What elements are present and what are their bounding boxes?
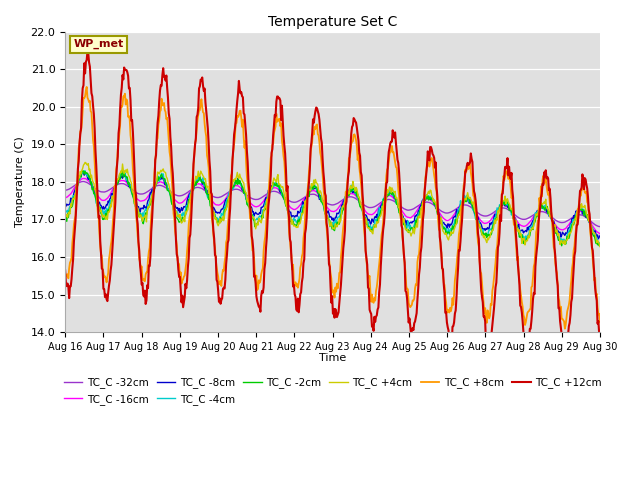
- TC_C -4cm: [76, 175, 84, 181]
- TC_C -8cm: [76, 173, 84, 179]
- TC_C +4cm: [61, 211, 69, 216]
- TC_C +4cm: [205, 190, 212, 196]
- Line: TC_C -2cm: TC_C -2cm: [65, 170, 600, 246]
- TC_C -16cm: [237, 185, 244, 191]
- TC_C -32cm: [596, 224, 604, 229]
- TC_C -2cm: [596, 242, 604, 248]
- TC_C +4cm: [513, 218, 520, 224]
- TC_C -16cm: [76, 177, 84, 183]
- TC_C +12cm: [205, 140, 212, 145]
- TC_C -16cm: [61, 195, 69, 201]
- TC_C +8cm: [596, 319, 604, 325]
- TC_C +4cm: [596, 244, 604, 250]
- TC_C +8cm: [205, 165, 212, 170]
- Y-axis label: Temperature (C): Temperature (C): [15, 136, 25, 227]
- TC_C -16cm: [205, 192, 212, 198]
- TC_C -16cm: [547, 213, 554, 219]
- TC_C -2cm: [205, 197, 212, 203]
- TC_C +8cm: [237, 108, 244, 114]
- TC_C -4cm: [596, 240, 604, 246]
- TC_C -4cm: [513, 220, 520, 226]
- Line: TC_C -8cm: TC_C -8cm: [65, 172, 600, 239]
- TC_C +8cm: [76, 128, 84, 134]
- TC_C +8cm: [547, 208, 554, 214]
- TC_C +12cm: [61, 267, 69, 273]
- TC_C -16cm: [79, 176, 87, 181]
- TC_C -2cm: [237, 180, 244, 186]
- TC_C -16cm: [596, 231, 604, 237]
- TC_C +8cm: [83, 84, 90, 90]
- TC_C -32cm: [79, 179, 86, 184]
- TC_C +8cm: [149, 193, 157, 199]
- TC_C -32cm: [237, 188, 244, 193]
- TC_C -8cm: [205, 192, 212, 197]
- TC_C +12cm: [149, 202, 157, 207]
- TC_C -2cm: [76, 174, 84, 180]
- TC_C +12cm: [513, 236, 520, 242]
- TC_C +12cm: [547, 210, 555, 216]
- TC_C -2cm: [61, 211, 69, 217]
- TC_C -32cm: [149, 185, 157, 191]
- TC_C -4cm: [61, 210, 69, 216]
- Line: TC_C -4cm: TC_C -4cm: [65, 170, 600, 245]
- TC_C -32cm: [205, 191, 212, 196]
- TC_C +4cm: [76, 168, 84, 174]
- TC_C -8cm: [61, 204, 69, 210]
- TC_C -8cm: [149, 189, 157, 195]
- TC_C +8cm: [513, 246, 520, 252]
- TC_C -32cm: [513, 213, 520, 219]
- TC_C -8cm: [513, 219, 520, 225]
- Line: TC_C +12cm: TC_C +12cm: [65, 52, 600, 351]
- TC_C -8cm: [237, 181, 244, 187]
- Legend: TC_C -32cm, TC_C -16cm, TC_C -8cm, TC_C -4cm, TC_C -2cm, TC_C +4cm, TC_C +8cm, T: TC_C -32cm, TC_C -16cm, TC_C -8cm, TC_C …: [60, 373, 605, 408]
- TC_C -8cm: [79, 169, 86, 175]
- TC_C +12cm: [524, 348, 531, 354]
- TC_C +4cm: [81, 159, 89, 165]
- TC_C +12cm: [596, 342, 604, 348]
- Line: TC_C -16cm: TC_C -16cm: [65, 179, 600, 234]
- TC_C +8cm: [561, 326, 569, 332]
- TC_C -8cm: [596, 233, 604, 239]
- Title: Temperature Set C: Temperature Set C: [268, 15, 397, 29]
- TC_C -16cm: [149, 186, 157, 192]
- TC_C -2cm: [547, 215, 554, 220]
- TC_C +4cm: [237, 175, 244, 180]
- Line: TC_C +4cm: TC_C +4cm: [65, 162, 600, 247]
- TC_C -4cm: [149, 191, 157, 197]
- Text: WP_met: WP_met: [73, 39, 124, 49]
- X-axis label: Time: Time: [319, 353, 346, 363]
- TC_C -2cm: [118, 168, 126, 173]
- TC_C -32cm: [61, 187, 69, 193]
- TC_C -2cm: [558, 243, 566, 249]
- TC_C +12cm: [84, 49, 92, 55]
- TC_C -4cm: [595, 242, 603, 248]
- TC_C -2cm: [513, 223, 520, 228]
- TC_C -32cm: [76, 179, 84, 185]
- TC_C -4cm: [205, 192, 212, 198]
- TC_C +4cm: [149, 190, 157, 196]
- Line: TC_C +8cm: TC_C +8cm: [65, 87, 600, 329]
- TC_C +4cm: [547, 213, 554, 218]
- TC_C -4cm: [237, 181, 244, 187]
- TC_C -16cm: [513, 217, 520, 223]
- TC_C -8cm: [547, 212, 554, 217]
- TC_C -32cm: [547, 213, 554, 219]
- TC_C -4cm: [118, 168, 125, 173]
- TC_C -8cm: [595, 236, 602, 242]
- TC_C +12cm: [237, 90, 244, 96]
- TC_C -4cm: [547, 211, 554, 216]
- TC_C +8cm: [61, 274, 69, 279]
- TC_C +12cm: [76, 131, 84, 137]
- TC_C -2cm: [149, 192, 157, 197]
- Line: TC_C -32cm: TC_C -32cm: [65, 181, 600, 227]
